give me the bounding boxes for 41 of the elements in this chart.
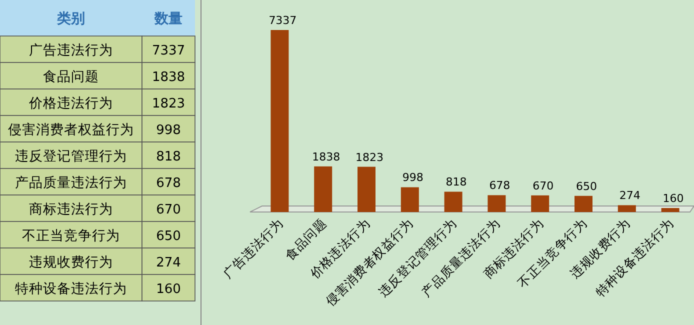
data-label: 998: [402, 171, 424, 184]
category-label: 广告违法行为: [29, 42, 113, 58]
category-label: 违反登记管理行为: [15, 148, 127, 164]
bar: [400, 187, 419, 212]
category-label: 食品问题: [43, 68, 99, 85]
data-label: 998: [156, 122, 181, 138]
data-label: 818: [156, 149, 181, 164]
bar: [618, 205, 636, 212]
data-label: 678: [489, 179, 510, 192]
data-label: 678: [156, 176, 181, 191]
bar: [314, 166, 332, 212]
bar: [531, 195, 550, 212]
data-label: 7337: [268, 14, 297, 27]
bar: [574, 196, 592, 212]
data-label: 818: [446, 176, 467, 189]
data-label: 1823: [356, 150, 384, 164]
data-label: 1823: [152, 96, 186, 112]
category-label: 产品质量违法行为: [15, 174, 127, 191]
category-label: 商标违法行为: [29, 201, 113, 218]
data-label: 7337: [152, 43, 186, 58]
text: 数量: [154, 11, 182, 27]
category-label: 侵害消费者权益行为: [8, 122, 134, 138]
data-label: 1838: [312, 150, 340, 164]
data-label: 650: [156, 228, 181, 244]
x-tick-label: 广告违法行为: [220, 216, 286, 282]
data-label: 670: [532, 179, 554, 192]
category-label: 价格违法行为: [28, 95, 113, 112]
data-label: 274: [619, 189, 640, 202]
data-label: 160: [156, 282, 181, 297]
category-label: 不正当竞争行为: [22, 228, 120, 244]
bar: [358, 166, 376, 212]
data-label: 274: [156, 255, 181, 270]
data-label: 160: [662, 192, 684, 206]
data-label: 650: [576, 180, 597, 193]
bar: [444, 192, 462, 212]
data-label: 1838: [152, 70, 186, 85]
text: 类别: [56, 11, 85, 27]
bar: [270, 30, 289, 212]
bar: [488, 195, 506, 212]
bar: [661, 208, 680, 212]
data-label: 670: [156, 202, 181, 218]
